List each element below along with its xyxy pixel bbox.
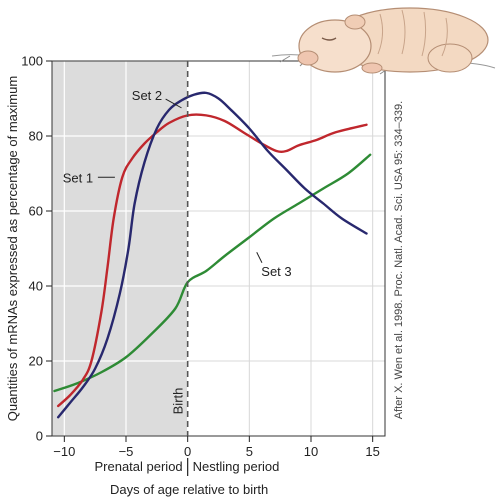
series-annotation-label: Set 3: [261, 264, 291, 279]
x-axis-label: Days of age relative to birth: [110, 482, 268, 497]
prenatal-shading: [52, 61, 188, 436]
x-tick-label: 15: [365, 444, 379, 459]
x-tick-label: −10: [53, 444, 75, 459]
prenatal-period-label: Prenatal period: [94, 459, 182, 474]
plot-area: Set 1 Set 2 Set 3: [51, 60, 386, 437]
x-tick-label: 5: [246, 444, 253, 459]
nestling-period-label: Nestling period: [193, 459, 280, 474]
series-lines: [53, 91, 372, 419]
y-tick-label: 60: [29, 204, 43, 219]
y-axis-ticks: 0 20 40 60 80 100: [21, 54, 52, 444]
y-tick-label: 20: [29, 354, 43, 369]
x-tick-label: 0: [184, 444, 191, 459]
series-line-set-3: [53, 153, 372, 393]
source-credit: After X. Wen et al. 1998. Proc. Natl. Ac…: [393, 101, 405, 419]
series-annotations: Set 1 Set 2 Set 3: [63, 88, 292, 279]
mouse-pup-illustration-icon: [271, 7, 496, 75]
plot-frame: [51, 60, 386, 437]
x-tick-label: 10: [304, 444, 318, 459]
y-tick-label: 0: [36, 429, 43, 444]
series-line-set-1: [56, 113, 368, 408]
y-tick-label: 100: [21, 54, 43, 69]
y-tick-label: 40: [29, 279, 43, 294]
x-tick-label: −5: [119, 444, 134, 459]
annotation-leader-line: [256, 252, 263, 263]
annotation-leader-line: [165, 98, 182, 109]
y-tick-label: 80: [29, 129, 43, 144]
birth-label: Birth: [171, 388, 186, 415]
x-axis-ticks: −10 −5 0 5 10 15: [53, 436, 380, 459]
series-annotation-label: Set 2: [132, 88, 162, 103]
series-line-set-2: [56, 91, 368, 419]
series-annotation-label: Set 1: [63, 170, 93, 185]
y-axis-label: Quantities of mRNAs expressed as percent…: [5, 76, 20, 421]
